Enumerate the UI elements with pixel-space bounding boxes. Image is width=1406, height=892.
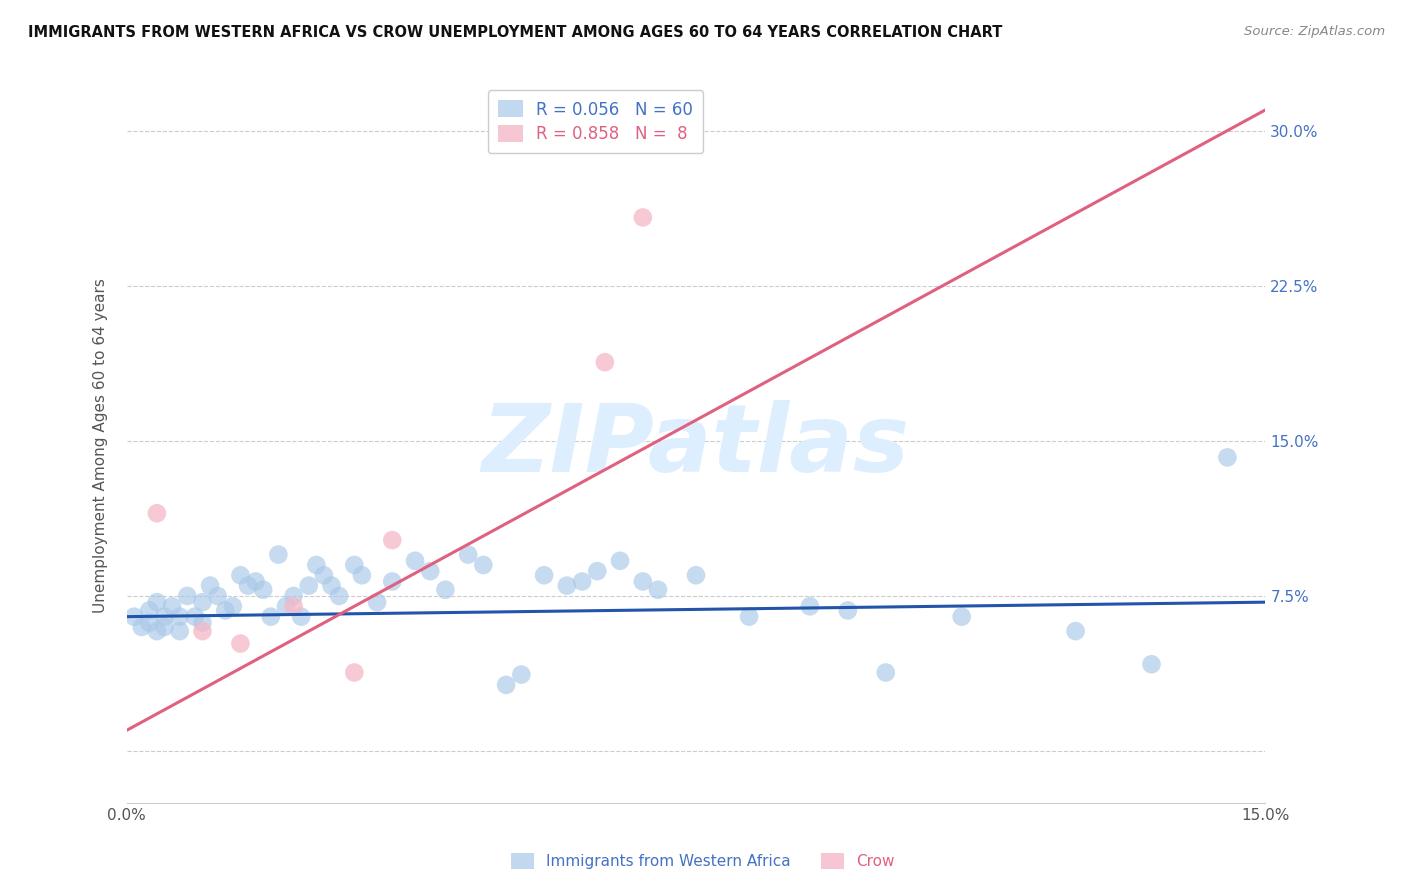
- Point: [685, 568, 707, 582]
- Text: IMMIGRANTS FROM WESTERN AFRICA VS CROW UNEMPLOYMENT AMONG AGES 60 TO 64 YEARS CO: IMMIGRANTS FROM WESTERN AFRICA VS CROW U…: [28, 25, 1002, 40]
- Point: [229, 636, 252, 650]
- Point: [571, 574, 593, 589]
- Y-axis label: Unemployment Among Ages 60 to 64 years: Unemployment Among Ages 60 to 64 years: [93, 278, 108, 614]
- Point: [222, 599, 245, 614]
- Point: [236, 579, 259, 593]
- Legend: Immigrants from Western Africa, Crow: Immigrants from Western Africa, Crow: [505, 847, 901, 875]
- Point: [191, 615, 214, 630]
- Point: [267, 548, 290, 562]
- Point: [404, 554, 426, 568]
- Point: [419, 564, 441, 578]
- Point: [586, 564, 609, 578]
- Point: [381, 574, 404, 589]
- Point: [631, 574, 654, 589]
- Point: [609, 554, 631, 568]
- Point: [328, 589, 350, 603]
- Point: [533, 568, 555, 582]
- Point: [343, 558, 366, 572]
- Text: ZIPatlas: ZIPatlas: [482, 400, 910, 492]
- Point: [184, 609, 207, 624]
- Point: [305, 558, 328, 572]
- Point: [738, 609, 761, 624]
- Point: [252, 582, 274, 597]
- Point: [457, 548, 479, 562]
- Point: [160, 599, 183, 614]
- Point: [138, 603, 160, 617]
- Point: [495, 678, 517, 692]
- Point: [146, 595, 169, 609]
- Point: [472, 558, 495, 572]
- Point: [198, 579, 221, 593]
- Point: [366, 595, 388, 609]
- Point: [343, 665, 366, 680]
- Point: [381, 533, 404, 548]
- Point: [312, 568, 335, 582]
- Point: [207, 589, 229, 603]
- Point: [1216, 450, 1239, 465]
- Point: [274, 599, 297, 614]
- Point: [434, 582, 457, 597]
- Point: [214, 603, 236, 617]
- Point: [229, 568, 252, 582]
- Point: [169, 624, 191, 639]
- Point: [647, 582, 669, 597]
- Text: Source: ZipAtlas.com: Source: ZipAtlas.com: [1244, 25, 1385, 38]
- Legend: R = 0.056   N = 60, R = 0.858   N =  8: R = 0.056 N = 60, R = 0.858 N = 8: [488, 90, 703, 153]
- Point: [510, 667, 533, 681]
- Point: [555, 579, 578, 593]
- Point: [146, 506, 169, 520]
- Point: [191, 595, 214, 609]
- Point: [350, 568, 373, 582]
- Point: [153, 609, 176, 624]
- Point: [837, 603, 859, 617]
- Point: [321, 579, 343, 593]
- Point: [191, 624, 214, 639]
- Point: [138, 615, 160, 630]
- Point: [799, 599, 821, 614]
- Point: [298, 579, 321, 593]
- Point: [245, 574, 267, 589]
- Point: [875, 665, 897, 680]
- Point: [283, 599, 305, 614]
- Point: [260, 609, 283, 624]
- Point: [1064, 624, 1087, 639]
- Point: [593, 355, 616, 369]
- Point: [950, 609, 973, 624]
- Point: [122, 609, 145, 624]
- Point: [176, 589, 198, 603]
- Point: [131, 620, 153, 634]
- Point: [153, 620, 176, 634]
- Point: [290, 609, 312, 624]
- Point: [169, 609, 191, 624]
- Point: [1140, 657, 1163, 672]
- Point: [283, 589, 305, 603]
- Point: [631, 211, 654, 225]
- Point: [146, 624, 169, 639]
